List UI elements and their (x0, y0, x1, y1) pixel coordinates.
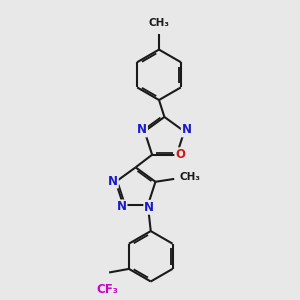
Text: N: N (108, 175, 118, 188)
Text: CH₃: CH₃ (148, 18, 170, 28)
Text: N: N (144, 201, 154, 214)
Text: N: N (182, 123, 192, 136)
Text: CF₃: CF₃ (96, 283, 118, 296)
Text: CH₃: CH₃ (180, 172, 201, 182)
Text: O: O (175, 148, 185, 161)
Text: N: N (116, 200, 127, 213)
Text: N: N (137, 123, 147, 136)
